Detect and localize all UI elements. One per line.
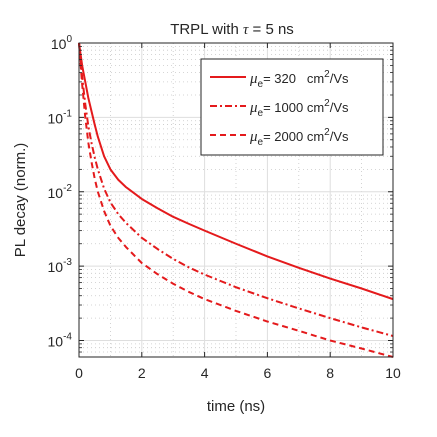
y-tick-label-base: 10: [48, 185, 64, 201]
chart-title: TRPL with τ = 5 ns: [170, 21, 294, 38]
legend-unit: /Vs: [330, 100, 349, 115]
y-tick-label: 10-4: [48, 332, 73, 350]
y-axis-label: PL decay (norm.): [12, 143, 29, 258]
legend-superscript: 2: [324, 98, 330, 109]
legend-mu-symbol: μ: [249, 100, 258, 116]
y-tick-label: 100: [51, 34, 73, 52]
legend-superscript: 2: [324, 127, 330, 138]
chart-title-suffix: = 5 ns: [248, 21, 293, 38]
x-tick-labels: 0 2 4 6 8 10: [75, 365, 401, 381]
y-tick-label-exponent: -1: [63, 108, 72, 119]
y-tick-label-base: 10: [48, 110, 64, 126]
x-tick-label: 8: [326, 365, 334, 381]
legend-label-2: μe= 1000 cm2/Vs: [249, 98, 349, 119]
series-line-1: [78, 42, 394, 301]
y-tick-label-exponent: -4: [63, 332, 72, 343]
y-tick-label-base: 10: [48, 259, 64, 275]
legend-subscript: e: [258, 137, 264, 148]
y-tick-label-exponent: 0: [66, 34, 72, 45]
y-tick-label-exponent: -2: [63, 183, 72, 194]
legend-label-1: μe= 320 cm2/Vs: [249, 69, 349, 90]
legend-value: = 2000 cm: [263, 129, 324, 144]
x-tick-label: 6: [264, 365, 272, 381]
y-tick-label: 10-1: [48, 108, 73, 126]
legend-mu-symbol: μ: [249, 71, 258, 87]
legend-unit: /Vs: [330, 129, 349, 144]
x-tick-label: 0: [75, 365, 83, 381]
x-tick-label: 10: [385, 365, 401, 381]
legend-value: = 1000 cm: [263, 100, 324, 115]
y-tick-label: 10-3: [48, 257, 73, 275]
series-line-3: [78, 42, 394, 358]
series-line-2: [78, 42, 394, 337]
chart-title-prefix: TRPL with: [170, 21, 243, 38]
legend-mu-symbol: μ: [249, 129, 258, 145]
y-tick-label: 10-2: [48, 183, 73, 201]
legend-unit: /Vs: [330, 71, 349, 86]
y-tick-label-exponent: -3: [63, 257, 72, 268]
x-tick-label: 4: [201, 365, 209, 381]
legend-subscript: e: [258, 108, 264, 119]
x-axis-label: time (ns): [207, 398, 265, 415]
series-layer: [78, 42, 394, 358]
chart-title-symbol: τ: [243, 22, 249, 38]
plot-frame: [78, 42, 394, 358]
legend-subscript: e: [258, 79, 264, 90]
axis-ticks: [78, 42, 394, 358]
x-tick-label: 2: [138, 365, 146, 381]
legend-superscript: 2: [324, 69, 330, 80]
legend-label-3: μe= 2000 cm2/Vs: [249, 127, 349, 148]
legend-value: = 320 cm: [263, 71, 324, 86]
y-tick-label-base: 10: [51, 36, 67, 52]
y-tick-label-base: 10: [48, 334, 64, 350]
